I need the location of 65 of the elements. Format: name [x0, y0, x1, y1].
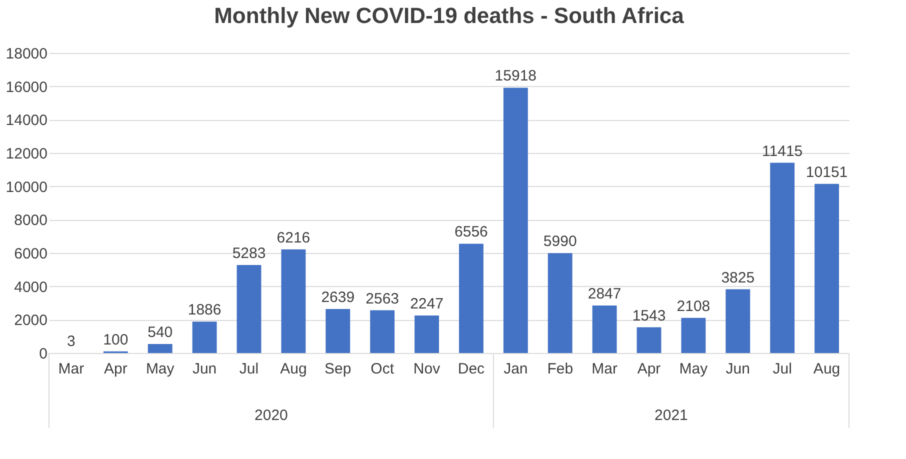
x-tick-label: Dec — [458, 360, 486, 378]
y-tick-label: 18000 — [6, 46, 48, 62]
x-tick-label: Jun — [726, 360, 750, 378]
x-tick-label: Mar — [58, 360, 84, 378]
bar — [370, 310, 395, 353]
data-label: 100 — [103, 331, 128, 348]
x-tick-label: May — [679, 360, 708, 378]
y-tick-label: 4000 — [14, 278, 48, 296]
y-tick-label: 2000 — [14, 312, 48, 330]
text: 2021 — [654, 407, 688, 424]
data-label: 2847 — [588, 286, 622, 303]
x-tick-label: Jun — [192, 360, 217, 378]
x-tick-label: Apr — [637, 360, 661, 378]
bar — [326, 309, 350, 353]
data-label: 10151 — [806, 164, 848, 181]
x-tick-label: Sep — [324, 360, 352, 378]
x-tick-label: Jan — [504, 360, 528, 378]
bar — [814, 184, 839, 353]
data-label: 6216 — [276, 229, 310, 246]
data-label: 5990 — [543, 233, 577, 250]
y-tick-label: 14000 — [6, 112, 48, 130]
x-tick-label: Feb — [547, 360, 574, 378]
bar — [236, 264, 262, 353]
bar — [414, 316, 439, 353]
x-tick-label: Jul — [239, 360, 259, 378]
data-label: 1543 — [632, 307, 666, 324]
data-label: 2247 — [410, 296, 444, 313]
bar — [281, 249, 306, 353]
x-tick-label: Aug — [813, 360, 840, 378]
bar — [148, 344, 172, 353]
bar — [770, 162, 795, 353]
data-label: 540 — [148, 324, 173, 341]
x-tick-label: Mar — [592, 360, 618, 378]
data-label: 2639 — [321, 289, 355, 306]
data-label: 11415 — [762, 142, 803, 160]
bar — [503, 88, 528, 353]
bar — [592, 306, 617, 353]
data-label: 2563 — [366, 290, 400, 308]
bar — [459, 244, 484, 353]
bar — [636, 327, 662, 353]
text: 2020 — [254, 407, 288, 424]
x-tick-label: Nov — [413, 360, 441, 378]
bar — [726, 289, 750, 353]
data-label: 3825 — [721, 269, 755, 286]
data-label: 5283 — [232, 244, 266, 262]
data-label: 15918 — [494, 68, 537, 85]
y-tick-label: 6000 — [14, 246, 48, 262]
data-label: 6556 — [454, 224, 488, 241]
x-tick-label: Oct — [370, 360, 395, 378]
bar — [548, 253, 572, 353]
bar — [192, 322, 217, 353]
y-tick-label: 10000 — [6, 178, 48, 196]
x-tick-label: Apr — [104, 360, 128, 378]
x-tick-label: May — [146, 360, 175, 378]
y-tick-label: 8000 — [14, 212, 48, 230]
bar — [681, 318, 706, 353]
x-tick-label: Jul — [772, 360, 792, 378]
chart-title: Monthly New COVID-19 deaths - South Africa — [214, 3, 685, 28]
y-tick-label: 0 — [39, 346, 48, 362]
data-label: 2108 — [676, 298, 710, 315]
data-label: 3 — [67, 332, 76, 350]
y-tick-label: 12000 — [6, 146, 48, 162]
x-tick-label: Aug — [280, 360, 307, 378]
y-tick-label: 16000 — [6, 78, 48, 96]
data-label: 1886 — [188, 302, 222, 319]
